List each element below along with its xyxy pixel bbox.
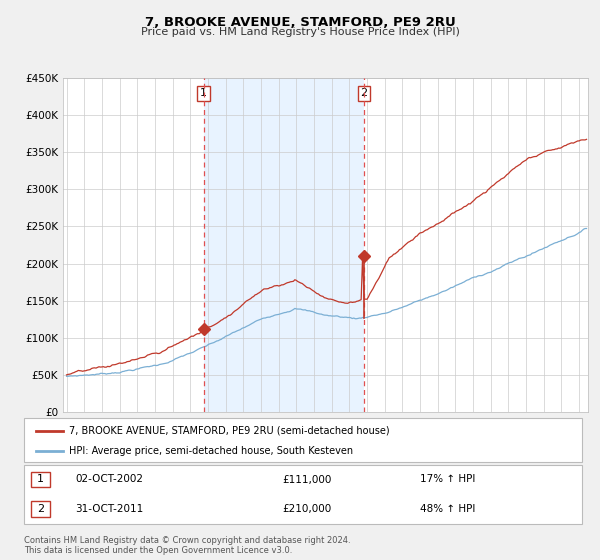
Text: HPI: Average price, semi-detached house, South Kesteven: HPI: Average price, semi-detached house,…	[69, 446, 353, 456]
Text: 48% ↑ HPI: 48% ↑ HPI	[420, 504, 475, 514]
Text: 7, BROOKE AVENUE, STAMFORD, PE9 2RU: 7, BROOKE AVENUE, STAMFORD, PE9 2RU	[145, 16, 455, 29]
Text: 1: 1	[37, 474, 44, 484]
Text: 1: 1	[200, 88, 207, 99]
Text: This data is licensed under the Open Government Licence v3.0.: This data is licensed under the Open Gov…	[24, 546, 292, 555]
Text: 31-OCT-2011: 31-OCT-2011	[75, 504, 143, 514]
Text: £210,000: £210,000	[282, 504, 331, 514]
Text: Price paid vs. HM Land Registry's House Price Index (HPI): Price paid vs. HM Land Registry's House …	[140, 27, 460, 37]
Bar	[203, 78, 364, 412]
Text: 2: 2	[361, 88, 368, 99]
Text: 7, BROOKE AVENUE, STAMFORD, PE9 2RU (semi-detached house): 7, BROOKE AVENUE, STAMFORD, PE9 2RU (sem…	[69, 426, 389, 436]
Text: £111,000: £111,000	[282, 474, 331, 484]
Text: 2: 2	[37, 504, 44, 514]
Text: 02-OCT-2002: 02-OCT-2002	[75, 474, 143, 484]
Text: 17% ↑ HPI: 17% ↑ HPI	[420, 474, 475, 484]
Text: Contains HM Land Registry data © Crown copyright and database right 2024.: Contains HM Land Registry data © Crown c…	[24, 536, 350, 545]
